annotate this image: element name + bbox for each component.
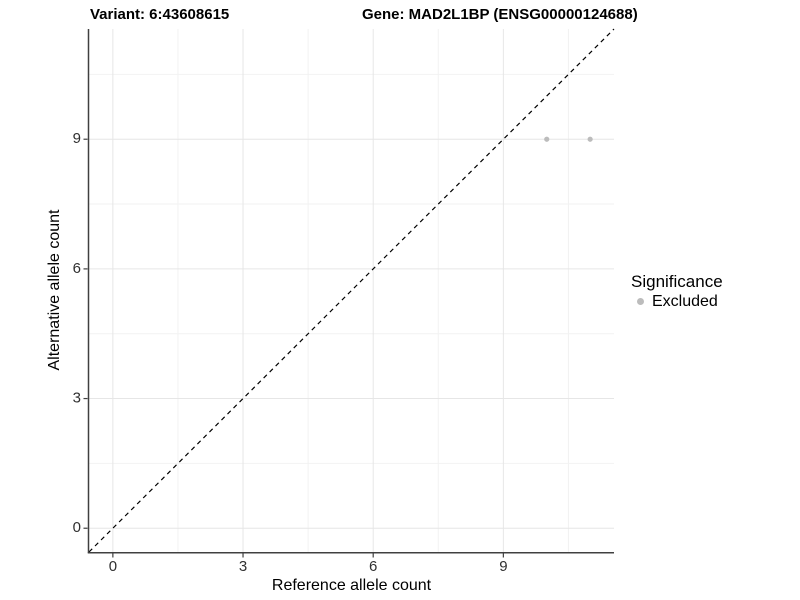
y-tick-label: 3 — [73, 390, 81, 407]
identity-dashed-line — [88, 28, 615, 553]
plot-title-variant: Variant: 6:43608615 — [90, 6, 230, 23]
x-tick-label: 9 — [499, 558, 507, 575]
y-axis-title: Alternative allele count — [46, 209, 63, 371]
plot-title-gene: Gene: MAD2L1BP (ENSG00000124688) — [362, 6, 638, 23]
x-tick-label: 6 — [369, 558, 377, 575]
legend-item-label: Excluded — [652, 293, 718, 310]
y-tick-label: 9 — [73, 130, 81, 147]
x-tick-label: 0 — [109, 558, 117, 575]
data-point-excluded — [587, 136, 593, 142]
x-axis-title: Reference allele count — [271, 577, 432, 594]
x-tick-label: 3 — [239, 558, 247, 575]
data-point-excluded — [544, 136, 550, 142]
legend-item-excluded: Excluded — [631, 292, 723, 311]
y-tick-label: 6 — [73, 260, 81, 277]
legend-key-dot-icon — [637, 298, 644, 305]
legend: Significance Excluded — [631, 272, 723, 311]
legend-title: Significance — [631, 272, 723, 291]
y-tick-label: 0 — [73, 519, 81, 536]
